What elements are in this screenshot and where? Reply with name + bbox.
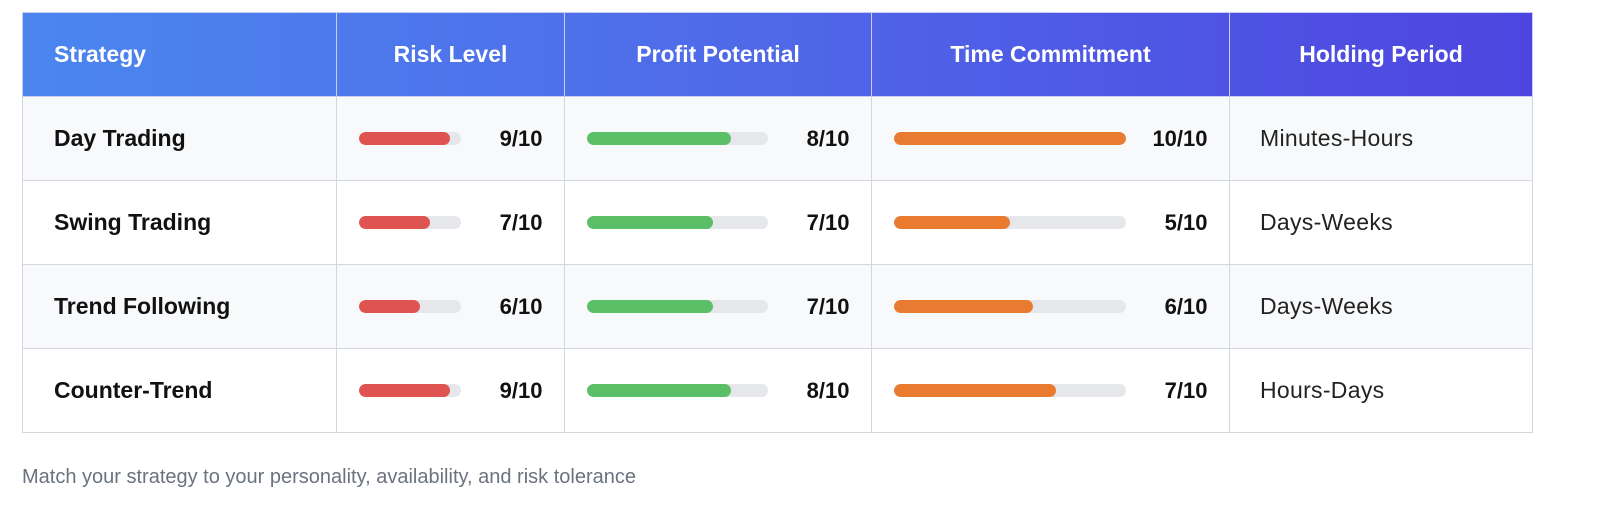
strategy-name: Counter-Trend [22, 348, 337, 433]
profit-cell: 7/10 [564, 264, 872, 349]
profit-bar [586, 300, 768, 313]
time-bar-fill [893, 132, 1126, 145]
holding-period: Days-Weeks [1229, 264, 1533, 349]
risk-bar [358, 216, 461, 229]
strategy-comparison-table: Strategy Risk Level Profit Potential Tim… [22, 12, 1533, 433]
header-row: Strategy Risk Level Profit Potential Tim… [22, 12, 1533, 97]
header-risk: Risk Level [336, 12, 565, 97]
profit-bar [586, 384, 768, 397]
holding-period: Days-Weeks [1229, 180, 1533, 265]
table-row: Day Trading 9/10 8/10 10/10 Minutes-Hours [22, 96, 1533, 181]
time-cell: 7/10 [871, 348, 1230, 433]
time-bar [893, 216, 1126, 229]
header-time: Time Commitment [871, 12, 1230, 97]
time-cell: 6/10 [871, 264, 1230, 349]
time-bar-fill [893, 300, 1033, 313]
profit-bar-fill [586, 216, 714, 229]
profit-value: 8/10 [806, 125, 850, 151]
strategy-name: Trend Following [22, 264, 337, 349]
holding-period: Minutes-Hours [1229, 96, 1533, 181]
profit-bar-fill [586, 300, 714, 313]
header-strategy: Strategy [22, 12, 337, 97]
profit-cell: 8/10 [564, 348, 872, 433]
risk-bar-fill [358, 216, 430, 229]
table-row: Counter-Trend 9/10 8/10 7/10 Hours-Days [22, 348, 1533, 433]
time-bar-fill [893, 216, 1010, 229]
table-row: Trend Following 6/10 7/10 6/10 Days-Weeks [22, 264, 1533, 349]
risk-bar-fill [358, 300, 420, 313]
risk-cell: 7/10 [336, 180, 565, 265]
profit-value: 7/10 [806, 293, 850, 319]
time-value: 5/10 [1164, 209, 1208, 235]
risk-value: 9/10 [499, 125, 543, 151]
strategy-name: Day Trading [22, 96, 337, 181]
profit-value: 7/10 [806, 209, 850, 235]
risk-bar-fill [358, 132, 451, 145]
time-value: 10/10 [1152, 125, 1208, 151]
risk-bar [358, 132, 461, 145]
profit-bar-fill [586, 384, 732, 397]
risk-cell: 6/10 [336, 264, 565, 349]
risk-cell: 9/10 [336, 348, 565, 433]
risk-value: 9/10 [499, 377, 543, 403]
table-row: Swing Trading 7/10 7/10 5/10 Days-Weeks [22, 180, 1533, 265]
header-profit: Profit Potential [564, 12, 872, 97]
time-value: 6/10 [1164, 293, 1208, 319]
risk-bar [358, 300, 461, 313]
profit-bar-fill [586, 132, 732, 145]
profit-cell: 7/10 [564, 180, 872, 265]
risk-value: 6/10 [499, 293, 543, 319]
profit-bar [586, 132, 768, 145]
profit-bar [586, 216, 768, 229]
time-bar-fill [893, 384, 1056, 397]
profit-value: 8/10 [806, 377, 850, 403]
time-cell: 10/10 [871, 96, 1230, 181]
risk-bar-fill [358, 384, 451, 397]
time-value: 7/10 [1164, 377, 1208, 403]
risk-bar [358, 384, 461, 397]
time-cell: 5/10 [871, 180, 1230, 265]
holding-period: Hours-Days [1229, 348, 1533, 433]
profit-cell: 8/10 [564, 96, 872, 181]
footnote: Match your strategy to your personality,… [22, 466, 636, 488]
risk-cell: 9/10 [336, 96, 565, 181]
time-bar [893, 300, 1126, 313]
time-bar [893, 384, 1126, 397]
risk-value: 7/10 [499, 209, 543, 235]
header-period: Holding Period [1229, 12, 1533, 97]
strategy-name: Swing Trading [22, 180, 337, 265]
time-bar [893, 132, 1126, 145]
